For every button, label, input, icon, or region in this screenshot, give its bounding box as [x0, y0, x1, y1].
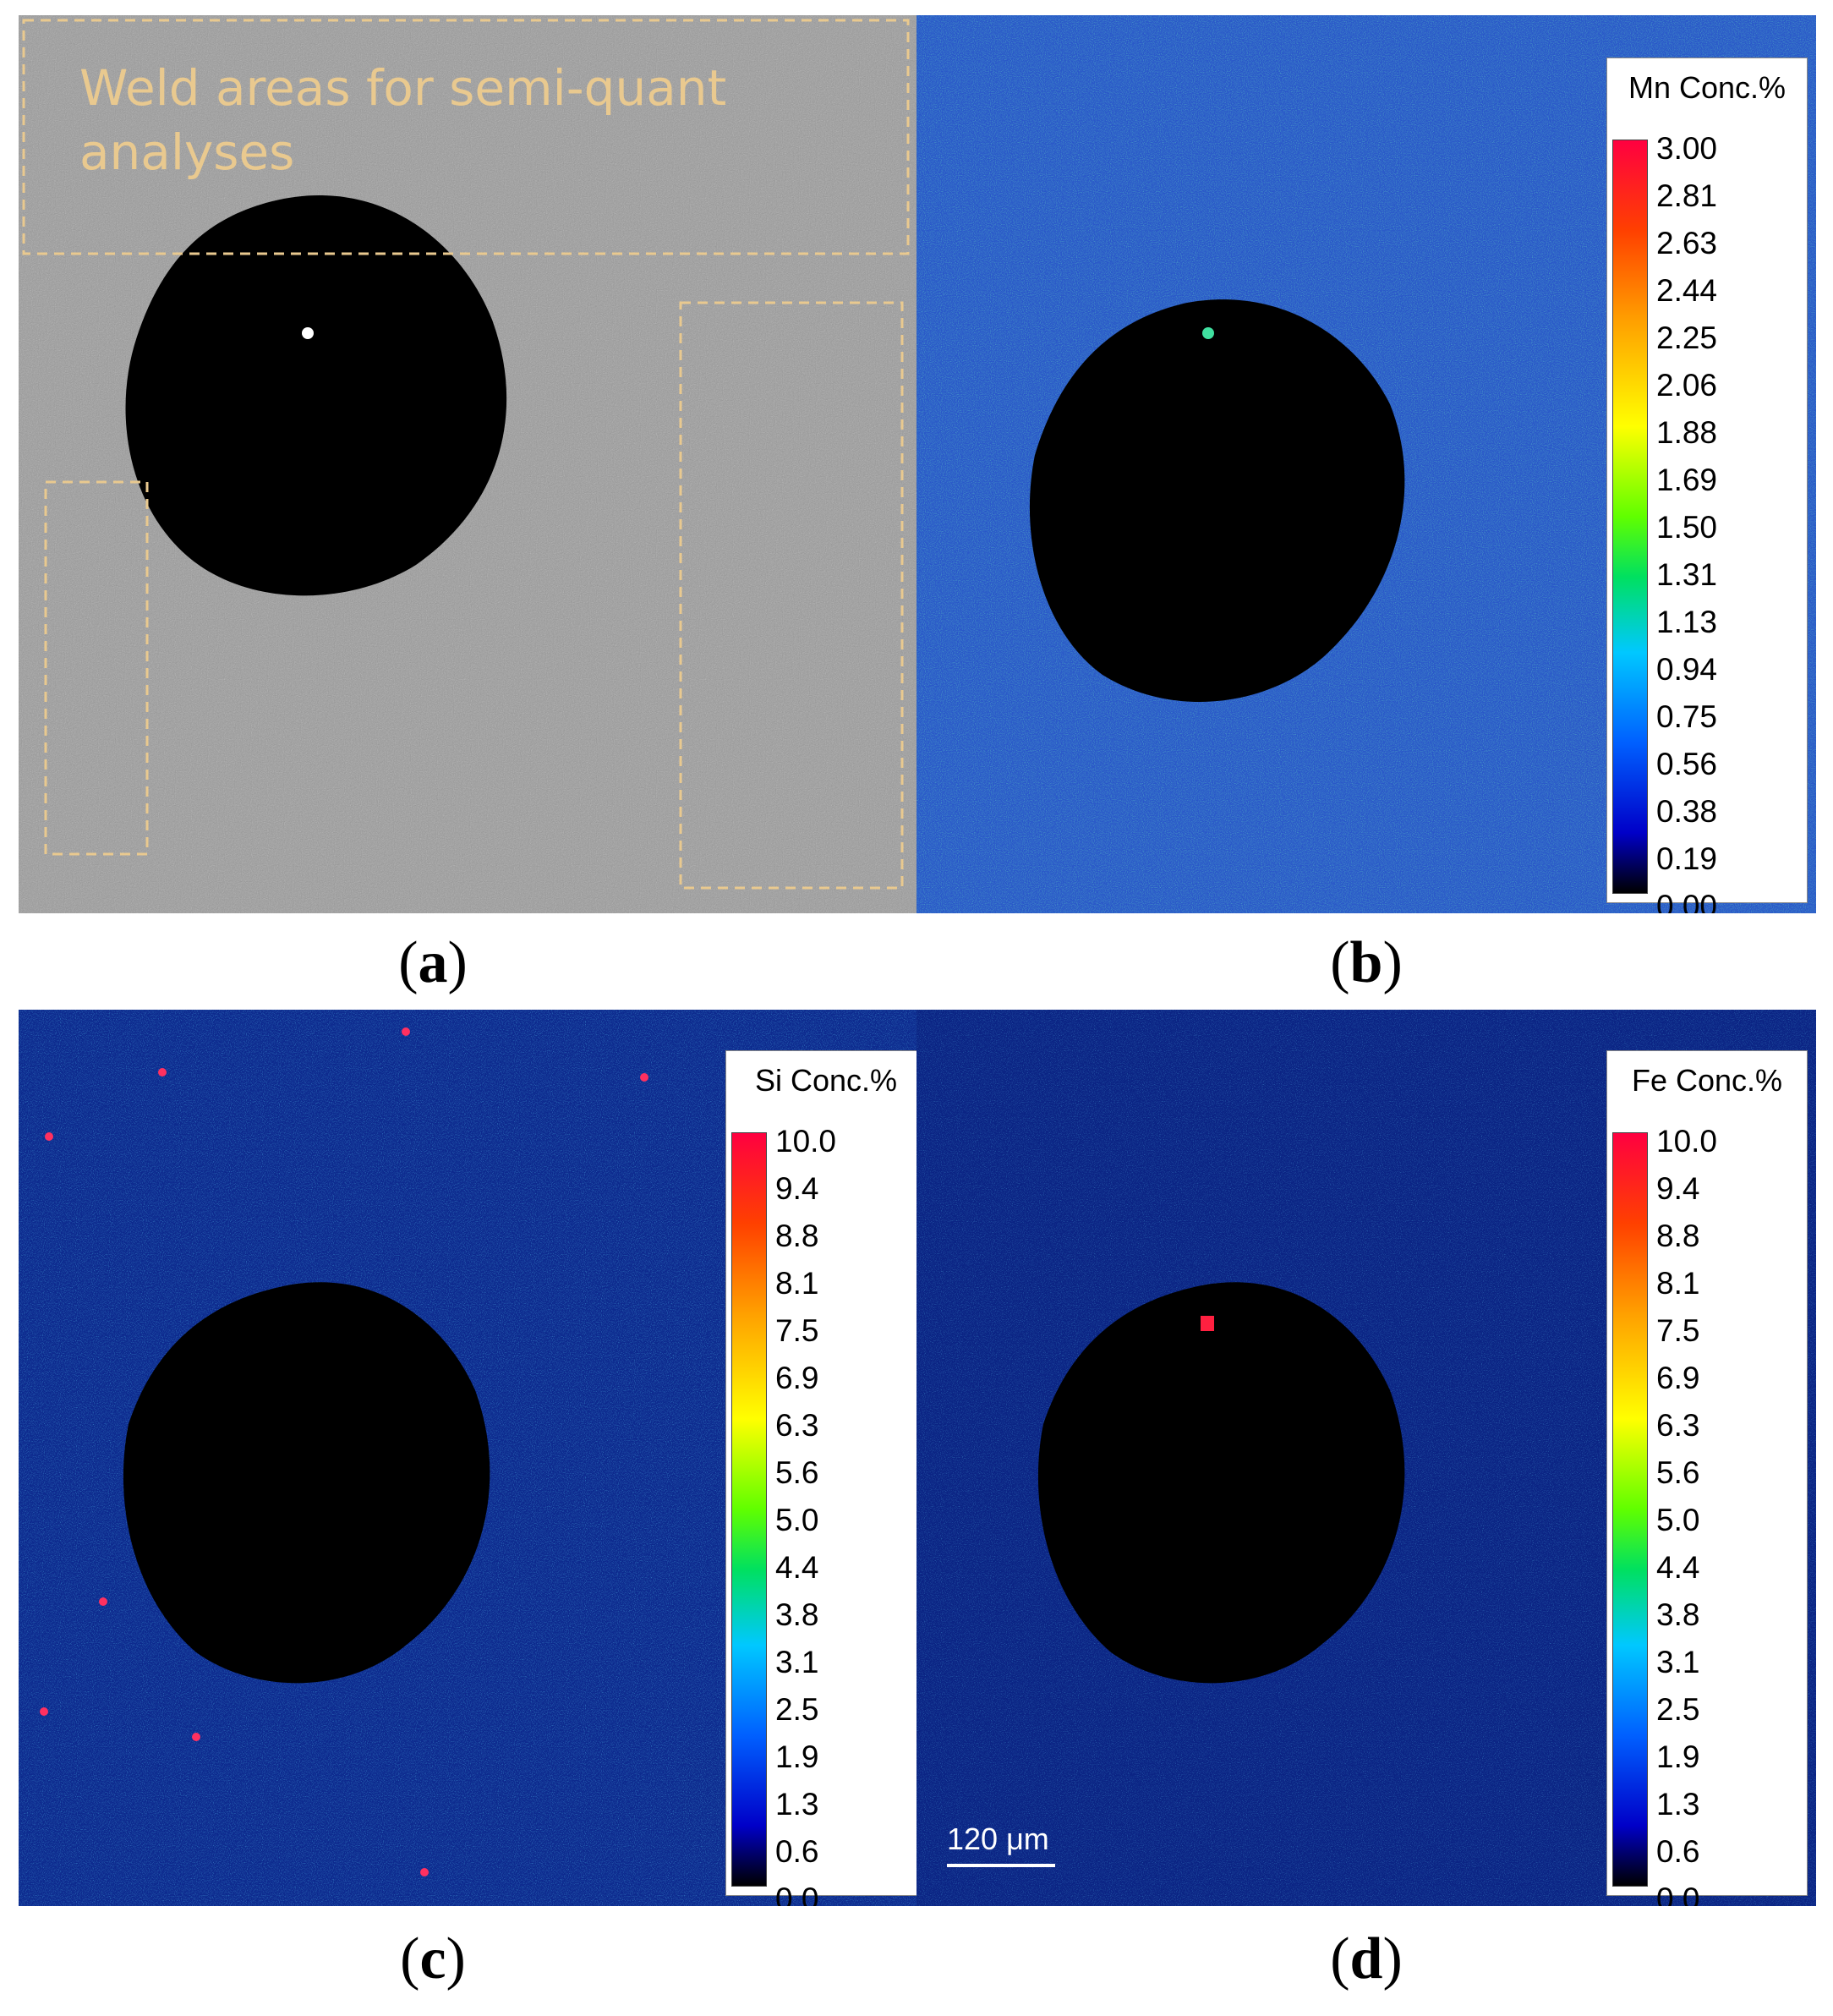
legend-title: Si Conc.%: [754, 1063, 898, 1098]
legend-tick-label: 5.0: [775, 1503, 819, 1537]
legend-tick-label: 1.3: [1656, 1787, 1700, 1822]
legend-tick-label: 5.6: [775, 1455, 819, 1490]
weld-areas-annotation: Weld areas for semi-quant analyses: [79, 59, 727, 181]
pore: [1029, 299, 1405, 703]
caption-letter: b: [1349, 930, 1383, 995]
legend-tick-label: 6.3: [775, 1408, 819, 1443]
legend-tick-label: 4.4: [775, 1550, 819, 1585]
legend-tick-label: 0.0: [775, 1882, 819, 1906]
caption-letter: d: [1349, 1926, 1383, 1991]
weld-area-left: [44, 480, 149, 856]
caption-a: (a): [398, 930, 468, 995]
legend-tick-label: 4.4: [1656, 1550, 1700, 1585]
legend-tick-label: 0.56: [1656, 747, 1718, 781]
legend-tick-label: 2.06: [1656, 368, 1718, 403]
legend-tick-label: 1.9: [1656, 1739, 1700, 1774]
legend-tick-label: 0.19: [1656, 841, 1718, 876]
legend-tick-label: 5.6: [1656, 1455, 1700, 1490]
legend-tick-label: 0.00: [1656, 889, 1718, 913]
legend-tick-label: 2.63: [1656, 226, 1718, 260]
pore: [1037, 1282, 1405, 1684]
legend-title: Fe Conc.%: [1631, 1063, 1783, 1098]
legend-tick-label: 8.1: [775, 1266, 819, 1301]
legend-tick-label: 1.88: [1656, 415, 1718, 450]
legend-tick-label: 5.0: [1656, 1503, 1700, 1537]
color-bar: [731, 1132, 767, 1887]
legend-tick-label: 10.0: [775, 1124, 837, 1159]
legend-tick-label: 6.9: [775, 1361, 819, 1395]
legend-tick-label: 0.0: [1656, 1882, 1700, 1906]
pore: [125, 194, 507, 596]
caption-letter: a: [418, 930, 448, 995]
legend-tick-label: 10.0: [1656, 1124, 1718, 1159]
legend-tick-label: 2.5: [775, 1692, 819, 1727]
scale-bar: [947, 1864, 1055, 1867]
legend-tick-label: 8.8: [775, 1219, 819, 1253]
sem-image-panel: Weld areas for semi-quant analyses: [19, 15, 916, 913]
color-bar: [1612, 1132, 1648, 1887]
legend-tick-label: 8.1: [1656, 1266, 1700, 1301]
legend-tick-label: 3.1: [1656, 1645, 1700, 1679]
caption-d: (d): [1330, 1926, 1403, 1991]
legend-tick-label: 2.44: [1656, 273, 1718, 308]
fe-legend: Fe Conc.% 10.0 9.4 8.8 8.1 7.5 6.9 6.3 5.6 5.0 4.…: [1606, 1050, 1808, 1906]
legend-tick-label: 3.1: [775, 1645, 819, 1679]
legend-tick-label: 3.00: [1656, 131, 1718, 166]
legend-tick-label: 6.9: [1656, 1361, 1700, 1395]
legend-tick-label: 1.3: [775, 1787, 819, 1822]
caption-b: (b): [1330, 930, 1403, 995]
legend-tick-label: 0.6: [775, 1834, 819, 1869]
legend-tick-label: 6.3: [1656, 1408, 1700, 1443]
mn-map-panel: Mn Conc.% 3.00 2.81 2.63 2.44 2.25 2.06 1.88 1.…: [916, 15, 1816, 913]
legend-tick-label: 7.5: [775, 1313, 819, 1348]
legend-tick-label: 8.8: [1656, 1219, 1700, 1253]
weld-area-top: [22, 19, 910, 255]
legend-tick-label: 1.69: [1656, 463, 1718, 497]
legend-tick-label: 2.5: [1656, 1692, 1700, 1727]
legend-tick-label: 0.94: [1656, 652, 1718, 687]
legend-tick-label: 9.4: [775, 1171, 819, 1206]
si-map-panel: Si Conc.% 10.0 9.4 8.8 8.1 7.5 6.9 6.3 5.6 5.0 4.…: [19, 1010, 916, 1906]
legend-tick-label: 3.8: [775, 1597, 819, 1632]
legend-tick-label: 1.13: [1656, 605, 1718, 639]
legend-tick-label: 0.75: [1656, 699, 1718, 734]
fe-map-panel: Fe Conc.% 10.0 9.4 8.8 8.1 7.5 6.9 6.3 5.6 5.0 4.…: [916, 1010, 1816, 1906]
pore: [123, 1282, 490, 1684]
legend-tick-label: 9.4: [1656, 1171, 1700, 1206]
legend-title: Mn Conc.%: [1628, 70, 1786, 105]
caption-c: (c): [400, 1926, 466, 1991]
legend-tick-label: 2.25: [1656, 320, 1718, 355]
si-legend: Si Conc.% 10.0 9.4 8.8 8.1 7.5 6.9 6.3 5.6 5.0 4.…: [725, 1050, 916, 1906]
legend-tick-label: 1.31: [1656, 557, 1718, 592]
sem-image: [19, 15, 916, 913]
legend-tick-label: 0.38: [1656, 794, 1718, 829]
scale-bar-label: 120 μm: [947, 1822, 1049, 1856]
legend-tick-label: 7.5: [1656, 1313, 1700, 1348]
caption-letter: c: [419, 1926, 446, 1991]
legend-tick-label: 0.6: [1656, 1834, 1700, 1869]
legend-tick-label: 1.9: [775, 1739, 819, 1774]
weld-area-right: [679, 301, 904, 890]
color-bar: [1612, 140, 1648, 894]
legend-tick-label: 2.81: [1656, 178, 1718, 213]
legend-tick-label: 1.50: [1656, 510, 1718, 545]
legend-tick-label: 3.8: [1656, 1597, 1700, 1632]
mn-legend: Mn Conc.% 3.00 2.81 2.63 2.44 2.25 2.06 1.88 1.…: [1606, 58, 1808, 913]
